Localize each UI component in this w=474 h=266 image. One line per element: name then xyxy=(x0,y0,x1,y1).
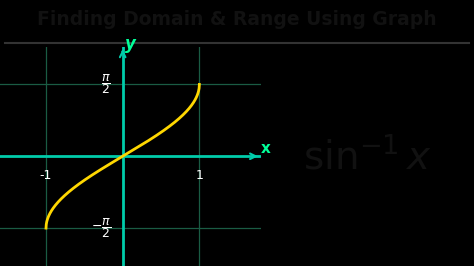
Text: $\sin^{-1} x$: $\sin^{-1} x$ xyxy=(303,138,432,176)
Text: $\dfrac{\pi}{2}$: $\dfrac{\pi}{2}$ xyxy=(101,73,111,96)
Text: -1: -1 xyxy=(40,169,52,182)
Text: y: y xyxy=(125,35,136,53)
Text: Finding Domain & Range Using Graph: Finding Domain & Range Using Graph xyxy=(37,10,437,29)
Text: 1: 1 xyxy=(195,169,203,182)
Text: x: x xyxy=(261,140,271,156)
Text: $-\dfrac{\pi}{2}$: $-\dfrac{\pi}{2}$ xyxy=(91,216,111,240)
